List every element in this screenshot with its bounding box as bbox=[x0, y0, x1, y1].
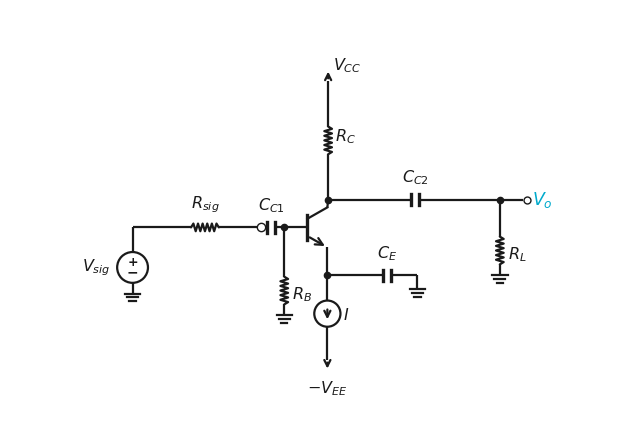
Text: $I$: $I$ bbox=[343, 307, 349, 324]
Text: $R_B$: $R_B$ bbox=[292, 285, 312, 304]
Text: $R_L$: $R_L$ bbox=[508, 245, 526, 264]
Text: $C_{C1}$: $C_{C1}$ bbox=[258, 197, 285, 215]
Text: $V_{CC}$: $V_{CC}$ bbox=[333, 56, 361, 75]
Text: $R_{sig}$: $R_{sig}$ bbox=[191, 194, 220, 215]
Text: $C_{C2}$: $C_{C2}$ bbox=[402, 168, 428, 187]
Text: $R_C$: $R_C$ bbox=[335, 127, 356, 146]
Text: $V_o$: $V_o$ bbox=[532, 190, 553, 210]
Text: −: − bbox=[127, 266, 138, 280]
Text: $-V_{EE}$: $-V_{EE}$ bbox=[307, 379, 348, 398]
Text: +: + bbox=[127, 256, 138, 269]
Text: $C_E$: $C_E$ bbox=[377, 244, 397, 263]
Text: $V_{sig}$: $V_{sig}$ bbox=[82, 257, 111, 278]
